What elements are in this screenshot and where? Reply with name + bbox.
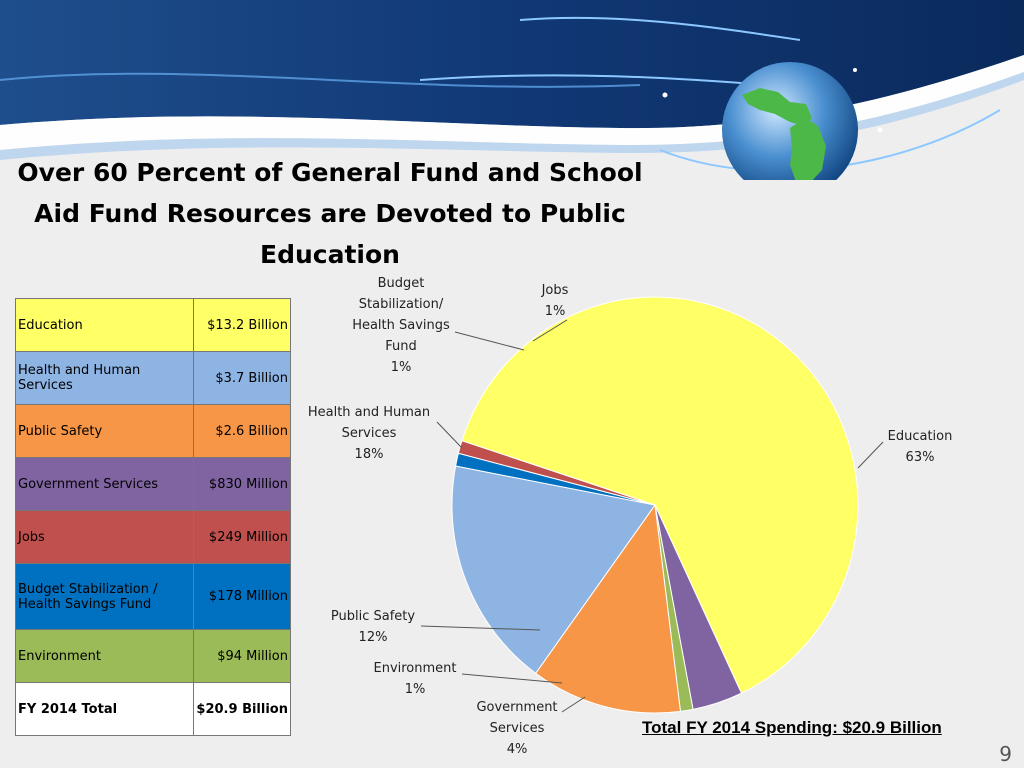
leader-line (857, 441, 884, 469)
pie-slice-education (461, 296, 859, 694)
slice-label: Education 63% (888, 429, 953, 465)
slice-label: Health and Human Services 18% (308, 405, 430, 462)
header-banner (0, 0, 1024, 180)
row-amount: $830 Million (193, 457, 291, 511)
row-amount: $94 Million (193, 629, 291, 683)
total-spending-label: Total FY 2014 Spending: $20.9 Billion (642, 718, 942, 737)
total-amount: $20.9 Billion (193, 682, 291, 736)
table-row: Jobs $249 Million (15, 510, 291, 564)
table-total-row: FY 2014 Total $20.9 Billion (15, 682, 291, 736)
page-title: Over 60 Percent of General Fund and Scho… (17, 158, 643, 269)
slice-label: Budget Stabilization/Health Savings Fund 1% (352, 276, 450, 375)
budget-table: Education $13.2 Billion Health and Human S… (15, 298, 291, 736)
row-amount: $2.6 Billion (193, 404, 291, 458)
row-amount: $13.2 Billion (193, 298, 291, 352)
leader-line (532, 319, 568, 342)
table-row: Public Safety $2.6 Billion (15, 404, 291, 458)
row-label: Environment (15, 629, 194, 683)
slice-label: Jobs 1% (541, 283, 569, 319)
table-row: Health and Human Services $3.7 Billion (15, 351, 291, 405)
leader-line (420, 625, 541, 631)
page-number: 9 (999, 742, 1012, 766)
leader-line (561, 696, 586, 713)
leader-line (454, 331, 525, 351)
row-label: Government Services (15, 457, 194, 511)
slice-label: Environment 1% (373, 661, 456, 697)
table-row: Environment $94 Million (15, 629, 291, 683)
table-row: Budget Stabilization / Health Savings Fu… (15, 563, 291, 630)
total-label: FY 2014 Total (15, 682, 194, 736)
pie-slice-jobs (457, 440, 656, 506)
table-row: Government Services $830 Million (15, 457, 291, 511)
row-amount: $249 Million (193, 510, 291, 564)
leader-line (461, 673, 563, 684)
pie-slice-health-and-human-services (451, 465, 656, 674)
leader-line (436, 421, 463, 449)
pie-slice-public-safety (534, 503, 681, 714)
row-label: Health and Human Services (15, 351, 194, 405)
row-amount: $3.7 Billion (193, 351, 291, 405)
slice-label: Public Safety 12% (331, 609, 415, 645)
row-amount: $178 Million (193, 563, 291, 630)
row-label: Budget Stabilization / Health Savings Fu… (15, 563, 194, 630)
slice-label: Government Services 4% (476, 700, 557, 757)
